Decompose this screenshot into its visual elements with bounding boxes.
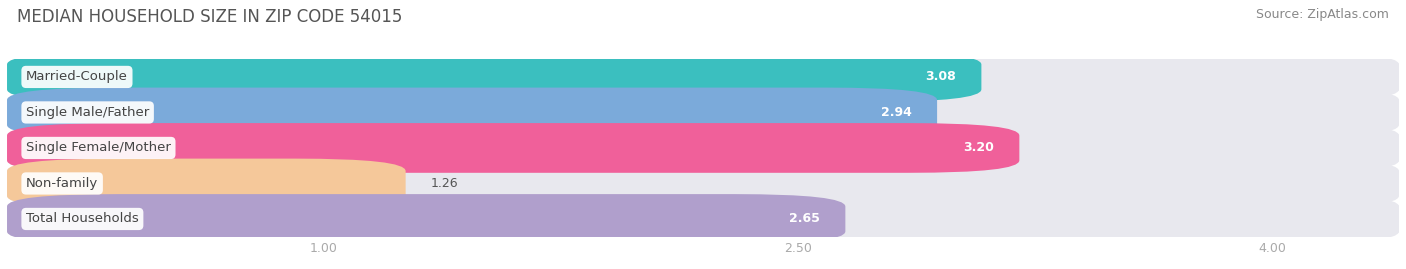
Text: Source: ZipAtlas.com: Source: ZipAtlas.com — [1256, 8, 1389, 21]
Text: 2.65: 2.65 — [789, 213, 820, 225]
Text: 2.94: 2.94 — [882, 106, 912, 119]
Bar — [7, 134, 1399, 162]
Text: 3.20: 3.20 — [963, 141, 994, 154]
Text: MEDIAN HOUSEHOLD SIZE IN ZIP CODE 54015: MEDIAN HOUSEHOLD SIZE IN ZIP CODE 54015 — [17, 8, 402, 26]
Text: Married-Couple: Married-Couple — [27, 70, 128, 83]
Text: 3.08: 3.08 — [925, 70, 956, 83]
Text: Single Male/Father: Single Male/Father — [27, 106, 149, 119]
FancyBboxPatch shape — [7, 194, 845, 244]
Bar — [7, 99, 1399, 126]
FancyBboxPatch shape — [7, 88, 938, 137]
FancyBboxPatch shape — [7, 159, 406, 208]
FancyBboxPatch shape — [7, 52, 1399, 102]
Text: Non-family: Non-family — [27, 177, 98, 190]
Text: Single Female/Mother: Single Female/Mother — [27, 141, 172, 154]
Text: 1.26: 1.26 — [432, 177, 458, 190]
FancyBboxPatch shape — [7, 88, 1399, 137]
Bar — [7, 63, 1399, 91]
FancyBboxPatch shape — [7, 123, 1019, 173]
FancyBboxPatch shape — [7, 159, 1399, 208]
Bar — [7, 170, 1399, 197]
FancyBboxPatch shape — [7, 123, 1399, 173]
Text: Total Households: Total Households — [27, 213, 139, 225]
Bar — [7, 205, 1399, 233]
FancyBboxPatch shape — [7, 194, 1399, 244]
FancyBboxPatch shape — [7, 52, 981, 102]
